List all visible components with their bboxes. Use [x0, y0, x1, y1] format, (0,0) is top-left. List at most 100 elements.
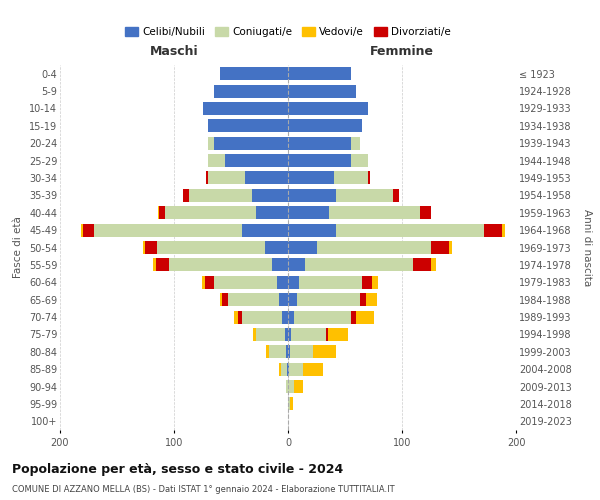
Text: Popolazione per età, sesso e stato civile - 2024: Popolazione per età, sesso e stato civil…	[12, 462, 343, 475]
Bar	[368, 172, 370, 184]
Bar	[288, 346, 290, 358]
Y-axis label: Anni di nascita: Anni di nascita	[583, 209, 592, 286]
Bar	[288, 328, 292, 341]
Bar	[266, 346, 269, 358]
Bar	[286, 380, 288, 393]
Bar	[292, 328, 326, 341]
Bar	[251, 189, 288, 202]
Bar	[373, 276, 378, 289]
Bar	[286, 346, 288, 358]
Bar	[329, 206, 420, 220]
Bar	[289, 362, 303, 376]
Bar	[214, 84, 288, 98]
Bar	[214, 276, 277, 289]
Bar	[288, 398, 290, 410]
Bar	[226, 154, 288, 167]
Bar	[484, 224, 502, 236]
Text: Femmine: Femmine	[370, 45, 434, 58]
Text: Maschi: Maschi	[149, 45, 199, 58]
Bar	[288, 189, 336, 202]
Bar	[238, 310, 242, 324]
Bar	[288, 206, 329, 220]
Bar	[317, 241, 431, 254]
Bar	[208, 172, 245, 184]
Bar	[287, 362, 288, 376]
Bar	[265, 241, 288, 254]
Bar	[205, 276, 214, 289]
Bar	[288, 102, 368, 115]
Bar	[245, 172, 288, 184]
Legend: Celibi/Nubili, Coniugati/e, Vedovi/e, Divorziati/e: Celibi/Nubili, Coniugati/e, Vedovi/e, Di…	[121, 23, 455, 42]
Bar	[294, 380, 303, 393]
Bar	[157, 241, 265, 254]
Bar	[290, 398, 293, 410]
Bar	[277, 276, 288, 289]
Bar	[145, 241, 157, 254]
Bar	[365, 293, 377, 306]
Bar	[294, 310, 350, 324]
Bar	[350, 136, 360, 149]
Bar	[235, 310, 238, 324]
Bar	[393, 189, 398, 202]
Bar	[288, 136, 350, 149]
Bar	[156, 258, 169, 272]
Bar	[288, 67, 350, 80]
Bar	[288, 293, 297, 306]
Bar	[227, 293, 279, 306]
Bar	[297, 293, 360, 306]
Bar	[208, 120, 288, 132]
Bar	[303, 362, 323, 376]
Bar	[288, 84, 356, 98]
Bar	[256, 206, 288, 220]
Bar	[336, 189, 393, 202]
Bar	[326, 328, 328, 341]
Bar	[288, 241, 317, 254]
Bar	[288, 276, 299, 289]
Bar	[222, 293, 227, 306]
Bar	[256, 328, 284, 341]
Y-axis label: Fasce di età: Fasce di età	[13, 216, 23, 278]
Bar	[83, 224, 94, 236]
Bar	[279, 362, 281, 376]
Bar	[288, 362, 289, 376]
Bar	[334, 172, 368, 184]
Bar	[206, 172, 208, 184]
Bar	[283, 310, 288, 324]
Bar	[313, 346, 336, 358]
Bar	[288, 310, 294, 324]
Bar	[305, 258, 413, 272]
Bar	[183, 189, 189, 202]
Bar	[350, 310, 356, 324]
Bar	[290, 346, 313, 358]
Bar	[208, 136, 214, 149]
Bar	[214, 136, 288, 149]
Bar	[288, 258, 305, 272]
Bar	[284, 328, 288, 341]
Bar	[272, 258, 288, 272]
Bar	[203, 102, 288, 115]
Bar	[413, 258, 431, 272]
Bar	[360, 293, 365, 306]
Bar	[94, 224, 242, 236]
Bar	[159, 206, 165, 220]
Bar	[288, 172, 334, 184]
Bar	[299, 276, 362, 289]
Bar	[158, 206, 159, 220]
Bar	[143, 241, 145, 254]
Bar	[328, 328, 349, 341]
Bar	[169, 258, 272, 272]
Bar	[288, 224, 336, 236]
Bar	[281, 362, 287, 376]
Bar	[288, 120, 362, 132]
Bar	[356, 310, 373, 324]
Bar	[208, 154, 226, 167]
Bar	[269, 346, 286, 358]
Bar	[336, 224, 484, 236]
Bar	[154, 258, 156, 272]
Bar	[80, 224, 83, 236]
Bar	[420, 206, 431, 220]
Bar	[165, 206, 256, 220]
Bar	[202, 276, 205, 289]
Bar	[189, 189, 251, 202]
Bar	[362, 276, 373, 289]
